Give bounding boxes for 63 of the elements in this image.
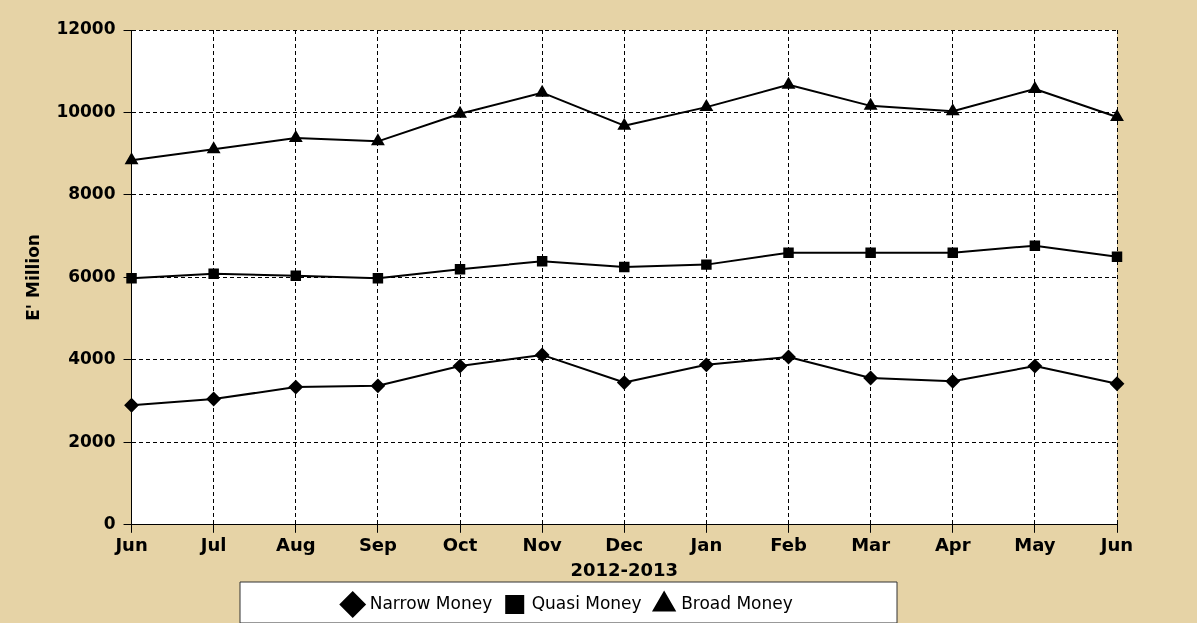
point <box>454 263 466 275</box>
y-tick-label: 0 <box>103 513 116 534</box>
point <box>782 77 795 89</box>
y-tick-label: 10000 <box>56 100 116 121</box>
point <box>700 100 713 112</box>
point <box>618 118 631 130</box>
point <box>208 268 219 279</box>
legend-label: Broad Money <box>681 592 793 613</box>
point <box>124 398 139 413</box>
y-tick-label: 8000 <box>68 183 116 204</box>
point <box>1028 81 1042 93</box>
x-tick-label: Dec <box>605 534 644 556</box>
y-tick-label: 4000 <box>68 348 116 369</box>
point <box>1110 376 1124 391</box>
x-tick-label: Feb <box>770 534 807 556</box>
x-tick-label: Aug <box>275 534 316 556</box>
point <box>536 256 548 267</box>
point <box>699 357 714 372</box>
point <box>288 380 303 395</box>
point <box>290 270 302 281</box>
point <box>865 247 876 258</box>
point <box>1029 240 1041 251</box>
point <box>864 98 877 110</box>
x-tick-label: Mar <box>851 534 891 556</box>
legend-label: Quasi Money <box>531 592 642 613</box>
point <box>453 106 467 118</box>
point <box>535 85 549 97</box>
point <box>701 259 712 270</box>
point <box>1110 110 1124 121</box>
point <box>125 153 138 165</box>
point <box>372 272 384 284</box>
point <box>206 392 221 407</box>
point <box>945 374 960 389</box>
point <box>1111 251 1123 263</box>
point <box>1027 359 1042 374</box>
x-tick-label: Jan <box>688 534 723 556</box>
legend-label: Narrow Money <box>369 592 493 613</box>
point <box>370 378 385 393</box>
point <box>289 131 302 143</box>
x-tick-label: May <box>1014 534 1056 556</box>
y-tick-label: 12000 <box>56 18 116 39</box>
point <box>783 247 794 258</box>
x-axis-title: 2012-2013 <box>570 558 679 580</box>
point <box>863 371 878 386</box>
x-tick-label: Nov <box>522 534 562 556</box>
point <box>947 247 958 258</box>
point <box>619 261 630 273</box>
point <box>453 359 468 374</box>
x-tick-label: Jun <box>1098 534 1134 556</box>
x-tick-label: Sep <box>358 534 398 556</box>
point <box>535 347 550 362</box>
point <box>207 142 220 154</box>
point <box>371 134 385 146</box>
x-tick-label: Apr <box>934 534 971 556</box>
point <box>617 375 632 390</box>
x-tick-label: Oct <box>442 534 478 556</box>
point <box>781 349 796 364</box>
y-axis-title: E' Million <box>22 234 43 321</box>
y-tick-label: 6000 <box>68 265 116 286</box>
point <box>946 104 959 116</box>
x-tick-label: Jun <box>113 534 148 556</box>
x-tick-label: Jul <box>198 534 227 556</box>
y-tick-label: 2000 <box>68 430 116 451</box>
